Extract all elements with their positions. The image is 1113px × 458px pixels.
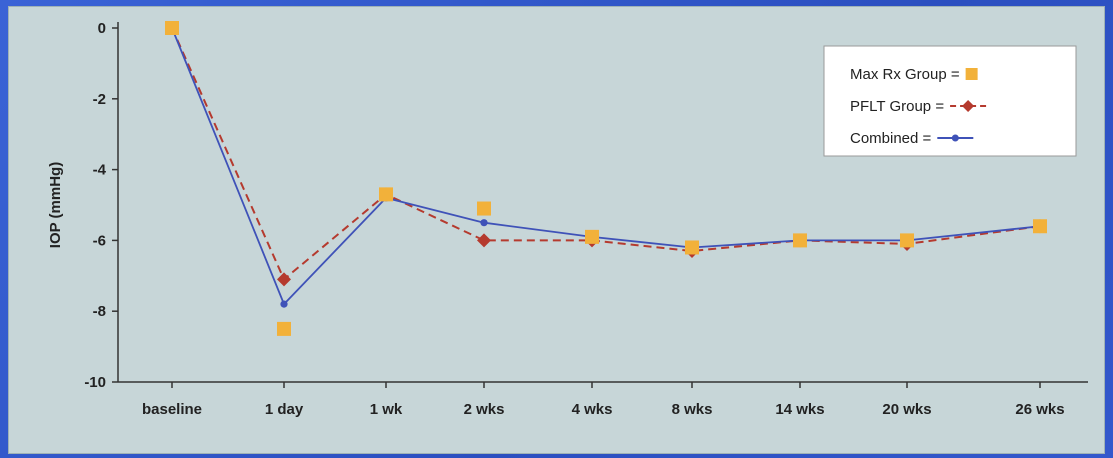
max-rx-point <box>900 233 914 248</box>
y-tick-label: -2 <box>93 91 106 108</box>
legend-label: PFLT Group = <box>850 98 944 115</box>
combined-point <box>480 219 488 227</box>
max-rx-point <box>685 240 699 255</box>
y-tick-label: -8 <box>93 303 106 320</box>
axes: 0 -2 -4 -6 -8 -10 baseline 1 day 1 wk 2 wks 4 wks 8… <box>47 20 1088 418</box>
x-tick-label: 8 wks <box>672 401 713 418</box>
y-tick-label: -10 <box>84 374 106 391</box>
max-rx-point <box>1033 219 1047 234</box>
x-tick-label: 2 wks <box>464 401 505 418</box>
max-rx-point <box>277 321 291 336</box>
legend-marker-diamond <box>962 100 975 112</box>
max-rx-point <box>379 187 393 202</box>
y-axis-title: IOP (mmHg) <box>47 162 64 248</box>
x-tick-label: 14 wks <box>775 401 824 418</box>
legend-marker-circle <box>951 134 959 142</box>
max-rx-point <box>793 233 807 248</box>
x-tick-label: 1 day <box>265 401 304 418</box>
legend-marker-square <box>965 68 978 80</box>
max-rx-point <box>165 21 179 35</box>
max-rx-point <box>585 229 599 244</box>
x-tick-label: 1 wk <box>370 401 403 418</box>
series-max-rx-group <box>165 21 1047 336</box>
pflt-point <box>277 272 291 287</box>
legend-label: Combined = <box>850 130 932 147</box>
pflt-point <box>477 233 491 248</box>
x-tick-label: 4 wks <box>572 401 613 418</box>
y-tick-label: 0 <box>98 20 106 37</box>
max-rx-point <box>477 201 491 216</box>
x-tick-label: 20 wks <box>882 401 931 418</box>
combined-point <box>280 300 288 308</box>
legend-label: Max Rx Group = <box>850 66 960 83</box>
legend: Max Rx Group = PFLT Group = Combined = <box>823 45 1077 157</box>
x-tick-label: baseline <box>142 401 202 418</box>
x-tick-label: 26 wks <box>1015 401 1064 418</box>
y-tick-label: -6 <box>93 232 106 249</box>
legend-items: Max Rx Group = PFLT Group = Combined = <box>850 66 987 147</box>
y-tick-label: -4 <box>93 162 107 179</box>
series-layer <box>165 21 1047 336</box>
